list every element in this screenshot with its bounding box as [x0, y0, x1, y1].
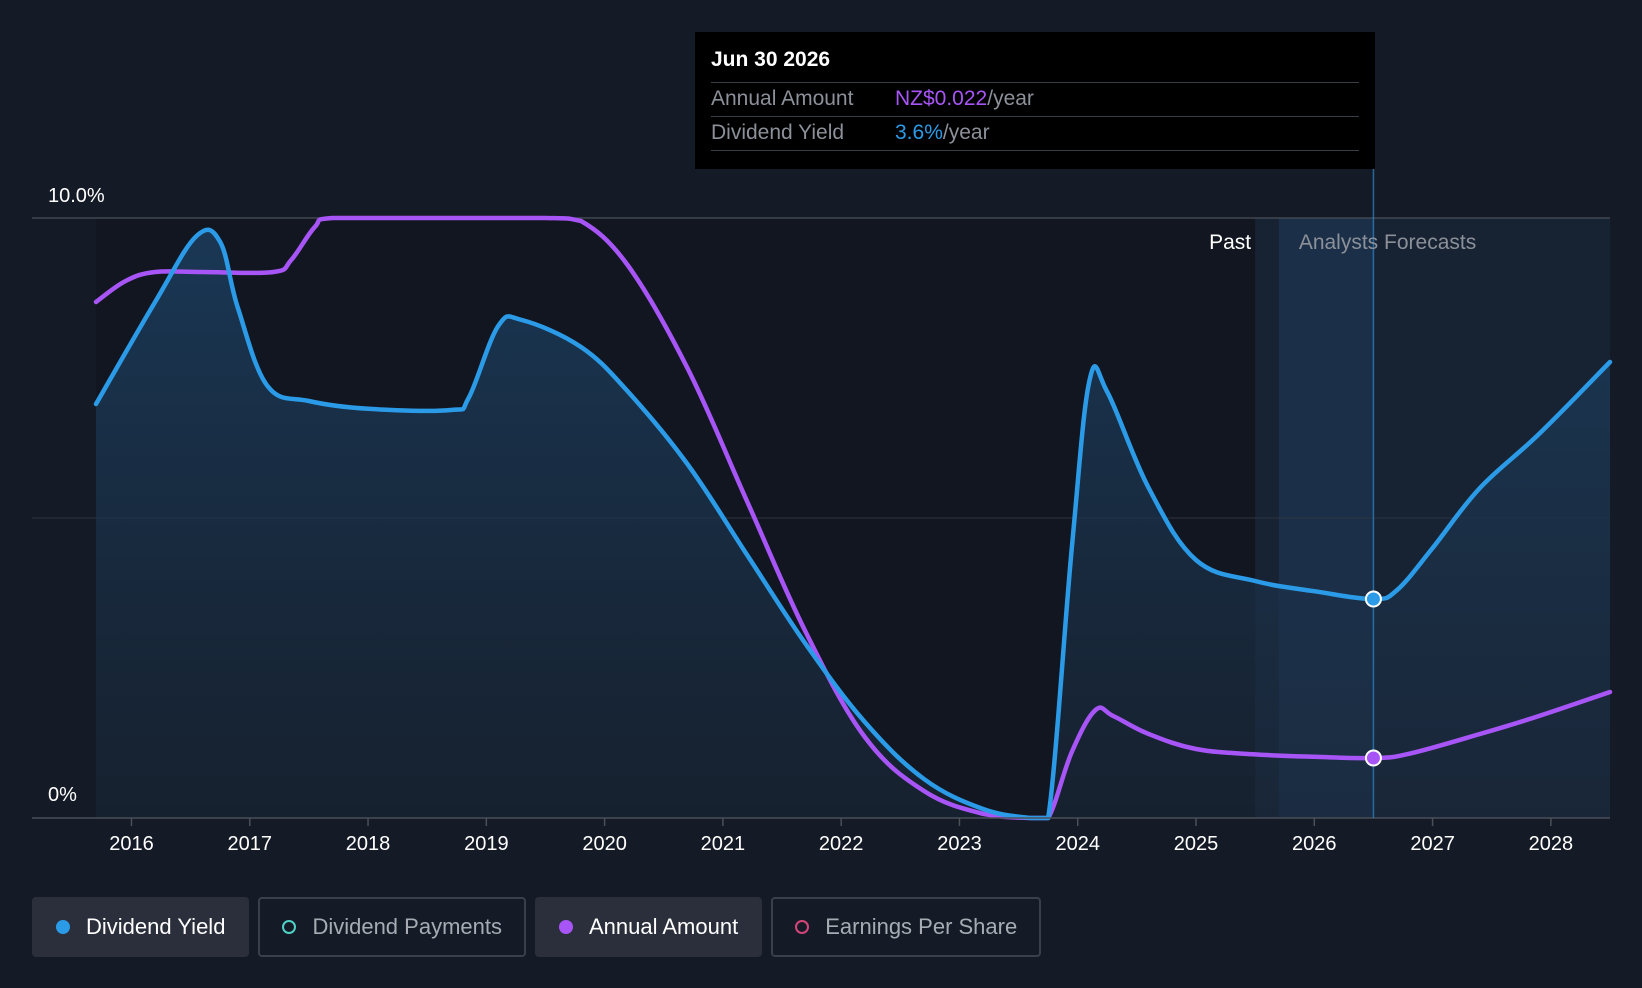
x-tick-label: 2016 [109, 833, 154, 855]
x-tick-label: 2019 [464, 833, 509, 855]
x-axis-ticks: 2016 2017 2018 2019 2020 2021 2022 2023 2024 2025… [109, 818, 1573, 855]
legend-ring-icon [282, 920, 297, 934]
annual-amount-line [93, 215, 1613, 821]
legend-dot-icon [558, 920, 573, 934]
legend-dot-icon [56, 920, 70, 934]
x-tick-label: 2023 [937, 833, 982, 855]
x-tick-label: 2017 [228, 833, 273, 855]
tooltip-yield-value: 3.6% [895, 121, 943, 144]
yield-area [96, 229, 1610, 818]
annual-hover-marker[interactable] [1364, 749, 1382, 767]
tooltip-date: Jun 30 2026 [711, 46, 1359, 83]
dividend-yield-line [93, 227, 1613, 821]
y-tick-bottom: 0% [48, 784, 77, 806]
hover-tooltip: Jun 30 2026 Annual Amount NZ$0.022 /year… [695, 32, 1375, 169]
tooltip-yield-unit: /year [942, 121, 990, 144]
past-label: Past [1209, 231, 1251, 254]
x-tick-label: 2020 [582, 833, 627, 855]
x-tick-label: 2026 [1292, 833, 1337, 855]
yield-hover-marker[interactable] [1364, 590, 1382, 608]
x-tick-label: 2022 [819, 833, 864, 855]
tooltip-annual-label: Annual Amount [711, 87, 854, 110]
legend-ring-icon [795, 920, 810, 934]
tooltip-yield-label: Dividend Yield [711, 121, 845, 144]
tooltip-annual-unit: /year [987, 87, 1034, 110]
legend-earnings-per-share[interactable]: Earnings Per Share [771, 897, 1042, 957]
legend-label: Annual Amount [588, 914, 739, 939]
x-tick-label: 2027 [1410, 833, 1455, 855]
forecast-label: Analysts Forecasts [1299, 231, 1476, 254]
legend-dividend-payments[interactable]: Dividend Payments [258, 897, 526, 957]
tooltip-yield-row: Dividend Yield 3.6% /year [711, 117, 1359, 151]
tooltip-annual-row: Annual Amount NZ$0.022 /year [711, 83, 1359, 117]
x-tick-label: 2021 [701, 833, 746, 855]
legend-label: Dividend Yield [86, 914, 226, 939]
y-tick-top: 10.0% [48, 185, 105, 207]
legend-label: Earnings Per Share [825, 914, 1018, 939]
legend-label: Dividend Payments [312, 914, 502, 939]
chart-legend: Dividend Yield Dividend Payments Annual … [32, 897, 1042, 959]
legend-annual-amount[interactable]: Annual Amount [534, 897, 763, 957]
x-tick-label: 2025 [1174, 833, 1219, 855]
tooltip-annual-value: NZ$0.022 [895, 87, 988, 110]
x-tick-label: 2018 [346, 833, 391, 855]
x-tick-label: 2024 [1055, 833, 1100, 855]
x-tick-label: 2028 [1529, 833, 1574, 855]
legend-dividend-yield[interactable]: Dividend Yield [32, 897, 250, 957]
